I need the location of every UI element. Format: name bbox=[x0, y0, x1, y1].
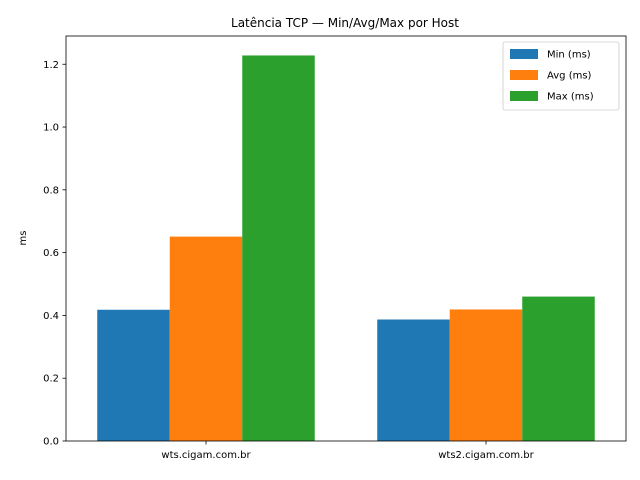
plot-frame bbox=[65, 35, 627, 442]
y-tick-label: 0.0 bbox=[43, 437, 59, 448]
x-tick-label: wts.cigam.com.br bbox=[161, 450, 251, 461]
legend: Min (ms) Avg (ms) Max (ms) bbox=[502, 41, 620, 111]
y-tick-label: 1.0 bbox=[43, 123, 59, 134]
y-tick-label: 0.8 bbox=[43, 185, 59, 196]
x-tick-label: wts2.cigam.com.br bbox=[438, 450, 534, 461]
bar-2-1 bbox=[169, 236, 243, 441]
y-tick-label: 0.2 bbox=[43, 374, 59, 385]
bar-3-2 bbox=[522, 296, 595, 441]
bar-1-2 bbox=[377, 319, 450, 441]
legend-swatch bbox=[510, 49, 538, 59]
legend-label: Avg (ms) bbox=[547, 71, 592, 82]
legend-label: Max (ms) bbox=[547, 92, 594, 103]
bar-1-1 bbox=[97, 309, 170, 441]
legend-swatch bbox=[510, 70, 538, 80]
plot-area: 0.0 0.2 0.4 0.6 0.8 1.0 1.2 wts.cigam.com.br wts… bbox=[43, 35, 627, 461]
y-axis-label: ms bbox=[18, 231, 29, 246]
y-tick-label: 0.6 bbox=[43, 248, 59, 259]
chart-title: Latência TCP — Min/Avg/Max por Host bbox=[231, 16, 459, 30]
bar-2-2 bbox=[449, 309, 523, 441]
legend-swatch bbox=[510, 91, 538, 101]
y-tick-label: 1.2 bbox=[43, 60, 59, 71]
legend-label: Min (ms) bbox=[547, 50, 591, 61]
y-tick-label: 0.4 bbox=[43, 311, 59, 322]
bar-3-1 bbox=[242, 55, 315, 441]
